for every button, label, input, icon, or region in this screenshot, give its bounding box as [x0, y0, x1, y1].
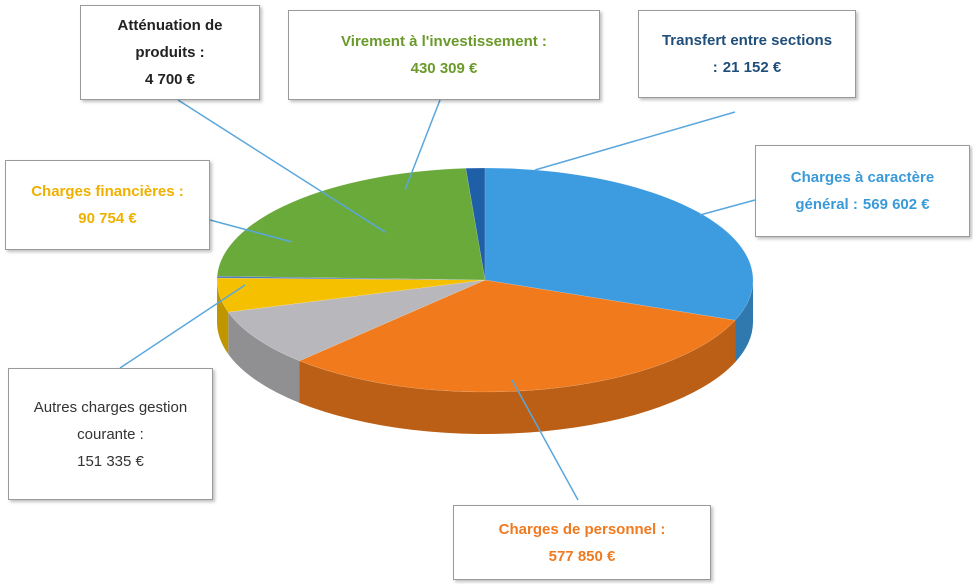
slice-side: [299, 320, 736, 434]
slice: [298, 279, 736, 393]
leader-line: [511, 379, 579, 501]
slice: [216, 275, 486, 281]
slice: [216, 168, 486, 281]
value-label: 4 700 €: [144, 71, 196, 88]
value-label: 21 152 €: [722, 59, 782, 76]
leader-line: [209, 219, 293, 243]
callout-text: Charges financières : 90 754 €: [31, 178, 184, 232]
callout-box: Autres charges gestion courante : 151 335…: [8, 368, 213, 500]
slice-side: [217, 280, 229, 355]
category-label: Charges à caractère général :: [790, 169, 935, 213]
callout-text: Charges de personnel : 577 850 €: [499, 516, 666, 570]
slice-side: [228, 312, 300, 403]
callout-box: Transfert entre sections :21 152 €: [638, 10, 856, 98]
callout-box: Charges de personnel : 577 850 €: [453, 505, 711, 580]
callout-text: Atténuation de produits : 4 700 €: [95, 12, 245, 93]
slice: [484, 167, 754, 321]
value-label: 577 850 €: [548, 547, 616, 565]
callout-text: Autres charges gestion courante : 151 335…: [23, 394, 198, 475]
slice: [465, 167, 486, 281]
leader-line: [177, 99, 386, 233]
callout-text: Virement à l'investissement : 430 309 €: [341, 28, 547, 82]
value-label: 90 754 €: [78, 210, 137, 227]
slice: [216, 277, 486, 313]
category-label: Charges financières :: [31, 183, 184, 200]
leader-line: [534, 111, 736, 171]
callout-box: Charges à caractère général :569 602 €: [755, 145, 970, 237]
category-label: Charges de personnel :: [498, 520, 666, 538]
value-label: 151 335 €: [77, 452, 144, 470]
category-label: Atténuation de produits :: [117, 17, 223, 61]
category-label: Transfert entre sections :: [661, 32, 833, 76]
slice-side: [735, 280, 753, 363]
slice: [227, 279, 486, 362]
category-label: Virement à l'investissement :: [341, 33, 547, 50]
value-label: 430 309 €: [410, 60, 478, 77]
callout-box: Atténuation de produits : 4 700 €: [80, 5, 260, 100]
callout-text: Transfert entre sections :21 152 €: [653, 27, 841, 81]
callout-text: Charges à caractère général :569 602 €: [770, 164, 955, 218]
category-label: Autres charges gestion courante :: [33, 398, 188, 443]
leader-line: [699, 199, 756, 216]
callout-box: Charges financières : 90 754 €: [5, 160, 210, 250]
leader-line: [404, 99, 441, 191]
callout-box: Virement à l'investissement : 430 309 €: [288, 10, 600, 100]
leader-line: [119, 284, 246, 369]
value-label: 569 602 €: [862, 196, 930, 213]
